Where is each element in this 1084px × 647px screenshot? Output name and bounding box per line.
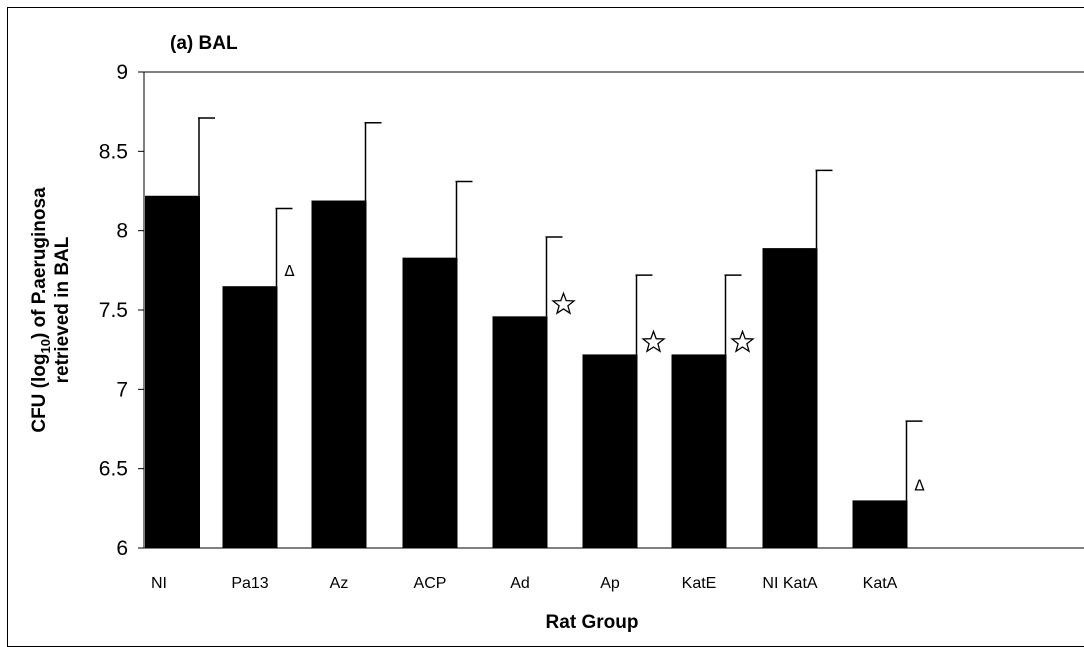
x-category-label: NI <box>151 575 167 592</box>
y-axis-title-prefix: CFU (log <box>29 354 50 433</box>
y-tick-label: 7 <box>116 378 128 401</box>
x-category-label: NI KatA <box>762 575 817 592</box>
significance-star-icon <box>641 329 666 353</box>
x-category-label: KatE <box>682 575 717 592</box>
error-bars-group <box>198 117 923 501</box>
y-tick-label: 6 <box>116 537 128 560</box>
y-axis-title: CFU (log10) of P.aeruginosa retrieved in… <box>29 187 73 433</box>
svg-text:CFU (log10) of P.aeruginosa: CFU (log10) of P.aeruginosa <box>29 187 53 433</box>
y-tick-label: 9 <box>116 61 128 84</box>
bar-kate <box>671 354 727 548</box>
bar-az <box>311 200 367 548</box>
x-category-label: Ad <box>510 575 530 592</box>
significance-triangle-marker: Δ <box>284 262 295 280</box>
significance-star-icon <box>730 329 755 353</box>
y-tick-label: 6.5 <box>99 458 128 481</box>
y-tick-label: 7.5 <box>99 299 128 322</box>
y-axis-ticks: 6 6.5 7 7.5 8 8.5 9 <box>99 61 144 560</box>
y-axis-title-suffix: ) of P.aeruginosa <box>29 187 50 339</box>
significance-star-icon <box>551 291 576 315</box>
bar-acp <box>402 257 458 548</box>
significance-triangle-marker: Δ <box>914 476 925 494</box>
x-axis-title: Rat Group <box>546 612 639 633</box>
bar-ni <box>145 195 200 548</box>
bar-ni-kata <box>762 248 818 548</box>
bars-group <box>145 195 908 548</box>
x-category-label: KatA <box>863 575 898 592</box>
y-axis-title-line2: retrieved in BAL <box>52 236 73 383</box>
y-tick-label: 8 <box>116 220 128 243</box>
annotations-group: ΔΔ <box>284 262 925 494</box>
y-axis-title-subscript: 10 <box>38 339 53 353</box>
x-category-label: ACP <box>414 575 447 592</box>
bar-ap <box>582 354 638 548</box>
bar-pa13 <box>222 286 278 548</box>
x-axis-categories: NI Pa13 Az ACP Ad Ap KatE NI KatA KatA <box>151 575 898 592</box>
x-category-label: Az <box>330 575 349 592</box>
chart-title: (a) BAL <box>170 33 238 54</box>
x-category-label: Pa13 <box>231 575 268 592</box>
x-category-label: Ap <box>600 575 620 592</box>
y-tick-label: 8.5 <box>99 140 128 163</box>
bar-kata <box>852 500 908 548</box>
bar-ad <box>492 316 548 548</box>
